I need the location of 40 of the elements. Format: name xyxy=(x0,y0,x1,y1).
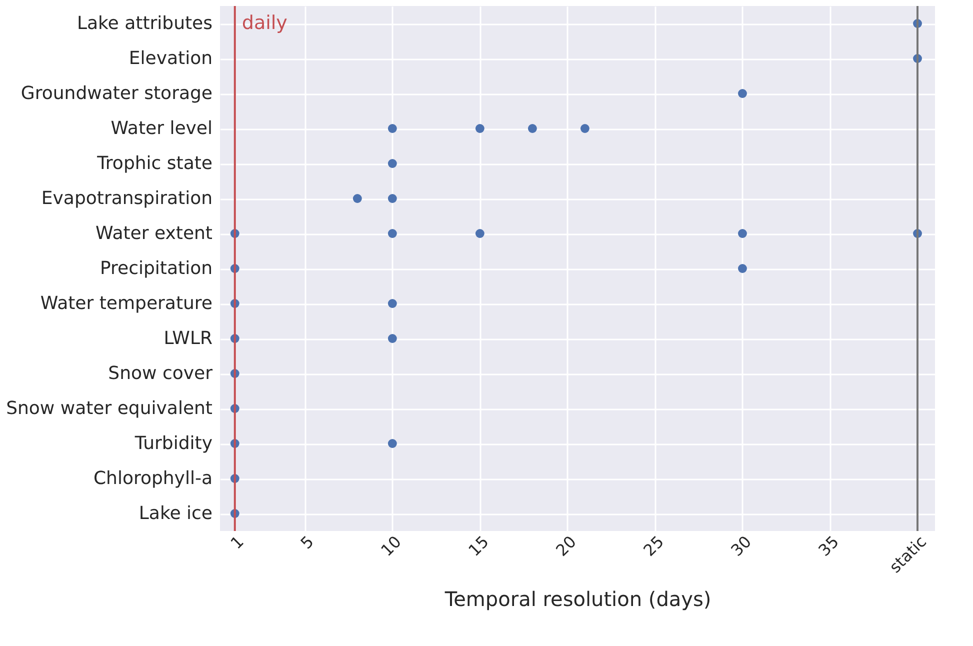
point xyxy=(580,124,590,133)
y-tick-label: Water level xyxy=(110,118,212,139)
point xyxy=(738,89,747,98)
point xyxy=(388,439,397,448)
x-tick-label: 1 xyxy=(226,532,248,553)
point xyxy=(388,124,397,133)
y-tick-label: LWLR xyxy=(164,328,212,349)
point xyxy=(388,229,397,238)
x-tick-label: 30 xyxy=(727,532,755,560)
x-tick-label: 15 xyxy=(464,532,492,560)
y-tick-label: Trophic state xyxy=(96,153,212,174)
point xyxy=(388,334,397,343)
y-tick-label: Groundwater storage xyxy=(20,83,212,104)
y-tick-label: Water temperature xyxy=(40,293,212,314)
point xyxy=(388,299,397,308)
x-tick-label: 5 xyxy=(296,532,318,553)
point xyxy=(528,124,537,133)
y-tick-label: Evapotranspiration xyxy=(41,188,212,209)
point xyxy=(388,194,397,203)
y-tick-label: Snow cover xyxy=(108,363,214,384)
x-tick-label: 35 xyxy=(814,532,842,560)
point xyxy=(738,264,747,273)
y-tick-label: Precipitation xyxy=(100,258,212,279)
y-tick-label: Lake attributes xyxy=(76,13,212,34)
ref-line-label: daily xyxy=(242,12,288,34)
point xyxy=(475,124,484,133)
x-axis-title: Temporal resolution (days) xyxy=(444,586,712,611)
y-tick-label: Turbidity xyxy=(134,433,213,454)
y-tick-label: Elevation xyxy=(128,48,212,69)
point xyxy=(738,229,747,238)
x-tick-label: 10 xyxy=(377,532,405,560)
x-tick-label: 20 xyxy=(552,532,580,560)
x-tick-label: 25 xyxy=(640,532,668,560)
y-tick-label: Water extent xyxy=(96,223,212,244)
y-tick-label: Snow water equivalent xyxy=(6,398,212,419)
y-tick-label: Chlorophyll-a xyxy=(93,468,212,489)
y-tick-label: Lake ice xyxy=(138,503,212,524)
point xyxy=(475,229,484,238)
point xyxy=(388,159,397,168)
point xyxy=(352,194,362,203)
